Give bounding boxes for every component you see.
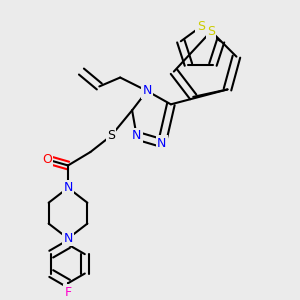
Text: F: F bbox=[64, 286, 72, 299]
Text: O: O bbox=[42, 153, 52, 166]
Text: N: N bbox=[63, 181, 73, 194]
Text: S: S bbox=[107, 129, 115, 142]
Text: S: S bbox=[197, 20, 205, 33]
Text: S: S bbox=[207, 25, 215, 38]
Text: N: N bbox=[157, 136, 167, 150]
Text: N: N bbox=[63, 232, 73, 245]
Text: N: N bbox=[132, 129, 141, 142]
Text: N: N bbox=[142, 84, 152, 98]
